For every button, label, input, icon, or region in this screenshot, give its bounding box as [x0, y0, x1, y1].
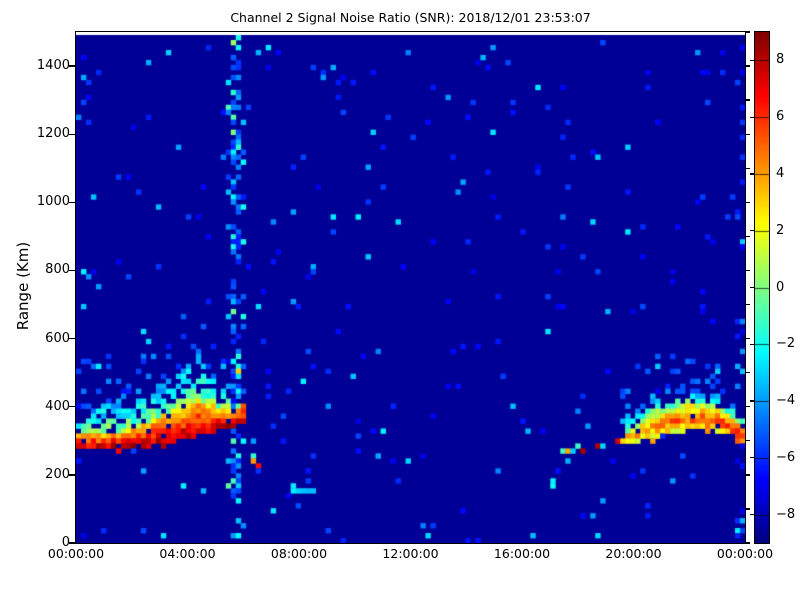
y-tick-label: 1000 — [36, 194, 70, 210]
y-tick-label: 200 — [45, 466, 70, 482]
colorbar-tick-label: 6 — [776, 109, 785, 125]
y-tick-mark — [746, 474, 750, 476]
colorbar-tick-mark — [749, 59, 754, 62]
x-tick-label: 00:00:00 — [47, 545, 105, 561]
y-tick-mark — [746, 269, 750, 272]
colorbar-tick-label: 4 — [776, 165, 785, 181]
y-tick-mark — [746, 235, 750, 238]
y-tick-mark — [746, 65, 750, 67]
colorbar-tick-mark — [749, 343, 754, 345]
y-tick-mark — [69, 201, 75, 203]
x-tick-label: 16:00:00 — [493, 545, 551, 561]
y-tick-mark — [746, 440, 750, 442]
y-tick-mark — [746, 337, 750, 340]
colorbar-tick-label: 2 — [776, 222, 785, 238]
x-tick-label: 08:00:00 — [270, 545, 328, 561]
y-tick-mark — [69, 269, 75, 272]
x-tick-label: 04:00:00 — [159, 545, 216, 561]
chart-title: Channel 2 Signal Noise Ratio (SNR): 2018… — [230, 10, 591, 25]
y-tick-label: 0 — [61, 535, 70, 550]
colorbar-tick-mark — [749, 173, 754, 175]
y-tick-mark — [69, 406, 75, 408]
y-tick-mark — [69, 133, 75, 135]
plot-area — [74, 30, 746, 544]
y-tick-mark — [746, 303, 750, 306]
colorbar-tick-label: 8 — [776, 52, 785, 68]
x-tick-label: 00:00:00 — [716, 545, 774, 561]
y-tick-label: 800 — [45, 262, 70, 278]
y-tick-label: 400 — [45, 398, 70, 414]
heatmap-canvas — [75, 31, 745, 543]
colorbar-canvas — [754, 31, 769, 543]
colorbar-tick-label: −6 — [776, 449, 796, 465]
colorbar-tick-mark — [749, 116, 754, 118]
y-tick-mark — [746, 167, 750, 169]
y-tick-mark — [746, 99, 750, 101]
colorbar-tick-mark — [749, 230, 754, 232]
y-tick-label: 1200 — [36, 126, 70, 142]
colorbar-tick-label: −8 — [776, 506, 796, 522]
colorbar-tick-mark — [749, 513, 754, 516]
y-tick-mark — [69, 542, 75, 544]
x-tick-label: 20:00:00 — [605, 545, 662, 561]
colorbar-tick-label: −2 — [776, 336, 796, 352]
colorbar-tick-mark — [749, 400, 754, 402]
colorbar-tick-mark — [749, 457, 754, 459]
y-tick-mark — [69, 337, 75, 340]
colorbar-tick-label: −4 — [776, 393, 796, 409]
colorbar-tick-mark — [749, 286, 754, 289]
y-tick-label: 1400 — [36, 58, 70, 74]
y-tick-mark — [746, 508, 750, 510]
y-tick-mark — [746, 133, 750, 135]
colorbar-tick-label: 0 — [776, 279, 785, 295]
colorbar — [753, 30, 770, 544]
x-tick-label: 12:00:00 — [382, 545, 439, 561]
y-tick-label: 600 — [45, 330, 70, 346]
y-tick-mark — [69, 65, 75, 67]
y-tick-mark — [746, 406, 750, 408]
y-tick-mark — [746, 542, 750, 544]
y-tick-mark — [746, 31, 750, 33]
y-tick-mark — [69, 474, 75, 476]
y-tick-mark — [746, 201, 750, 203]
y-axis-label: Range (Km) — [14, 241, 32, 331]
y-tick-mark — [746, 372, 750, 374]
